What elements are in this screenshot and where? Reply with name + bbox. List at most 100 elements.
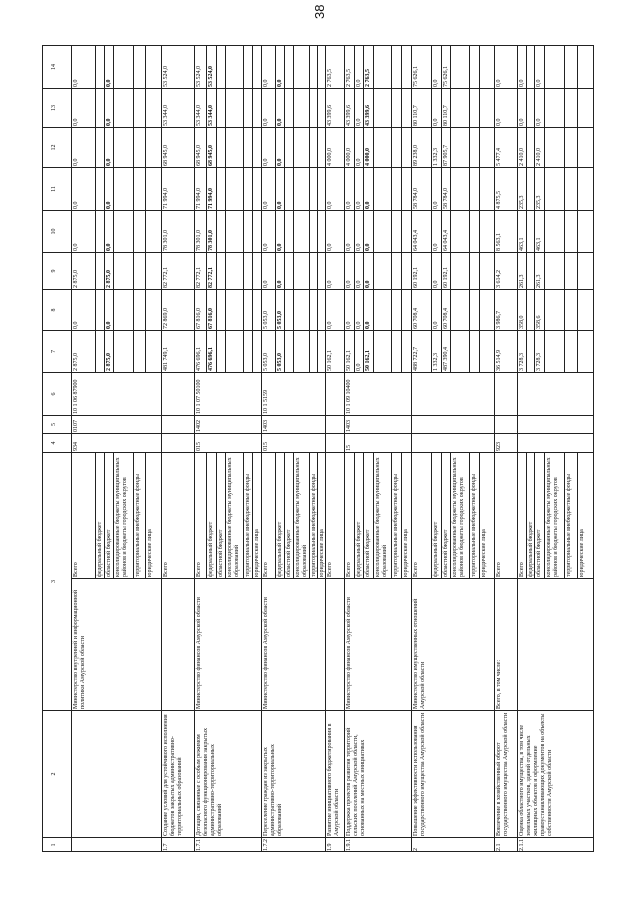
amount-cell [545, 45, 565, 88]
amount-cell: 0,0 [105, 289, 114, 330]
funding-source: консолидированные бюджеты муниципальных … [226, 452, 244, 578]
amount-cell: 235,3 [518, 167, 527, 210]
amount-cell: 4 000,0 [326, 127, 345, 167]
amount-cell: 53 524,0 [207, 45, 217, 88]
amount-cell [480, 127, 495, 167]
amount-cell [253, 210, 262, 252]
amount-cell [470, 252, 480, 289]
amount-cell [96, 127, 105, 167]
responsible-executor [326, 578, 345, 710]
funding-source: Всего [412, 452, 432, 578]
amount-cell: 71 994,0 [207, 167, 217, 210]
amount-cell [294, 330, 310, 372]
amount-cell [114, 167, 134, 210]
amount-cell: 2 410,0 [518, 127, 527, 167]
amount-cell [134, 330, 146, 372]
amount-cell [578, 167, 594, 210]
page-number: 38 [312, 4, 327, 19]
amount-cell: 5 053,0 [276, 289, 285, 330]
amount-cell: 53 524,0 [195, 45, 207, 88]
amount-cell [578, 210, 594, 252]
amount-cell [318, 289, 326, 330]
amount-cell [392, 88, 402, 127]
amount-cell [480, 210, 495, 252]
amount-cell [565, 45, 578, 88]
amount-cell [318, 330, 326, 372]
amount-cell: 50 162,1 [364, 330, 374, 372]
amount-cell: 3 728,3 [518, 330, 527, 372]
responsible-executor: Министерство финансов Амурской области [195, 578, 262, 710]
row-number [72, 837, 162, 852]
amount-cell: 75 626,1 [412, 45, 432, 88]
amount-cell: 2 763,5 [345, 45, 355, 88]
amount-cell: 67 816,0 [195, 289, 207, 330]
amount-cell [146, 289, 162, 330]
row-number: 1.9 [326, 837, 345, 852]
amount-cell [134, 127, 146, 167]
amount-cell: 5 053,0 [262, 330, 276, 372]
amount-cell: 64 043,4 [412, 210, 432, 252]
amount-cell: 50 162,1 [345, 330, 355, 372]
amount-cell [226, 88, 244, 127]
amount-cell [480, 289, 495, 330]
amount-cell [134, 167, 146, 210]
amount-cell: 0,0 [276, 167, 285, 210]
amount-cell: 0,0 [105, 45, 114, 88]
amount-cell [285, 289, 294, 330]
amount-cell [217, 45, 226, 88]
row-number: 1.7.2 [262, 837, 326, 852]
amount-cell: 0,0 [355, 289, 364, 330]
amount-cell [578, 127, 594, 167]
funding-source: консолидированные бюджеты муниципальных … [545, 452, 565, 578]
amount-cell: 0,0 [326, 289, 345, 330]
amount-cell: 0,0 [364, 289, 374, 330]
funding-source: областной бюджет [105, 452, 114, 578]
amount-cell: 0,0 [262, 167, 276, 210]
amount-cell [114, 88, 134, 127]
amount-cell: 0,0 [345, 210, 355, 252]
amount-cell: 3 728,3 [535, 330, 545, 372]
amount-cell: 80 110,7 [442, 88, 451, 127]
amount-cell: 43 399,6 [364, 88, 374, 127]
amount-cell [294, 252, 310, 289]
amount-cell: 0,0 [276, 252, 285, 289]
funding-source: федеральный бюджет [527, 452, 535, 578]
amount-cell: 71 994,0 [162, 167, 195, 210]
rzpr-code: 1403 [262, 415, 326, 433]
amount-cell [217, 127, 226, 167]
amount-cell: 0,0 [262, 45, 276, 88]
amount-cell: 235,3 [535, 167, 545, 210]
amount-cell [226, 210, 244, 252]
csr-code [162, 372, 195, 415]
amount-cell [578, 330, 594, 372]
amount-cell: 0,0 [262, 88, 276, 127]
amount-cell [285, 127, 294, 167]
amount-cell [134, 289, 146, 330]
funding-source: территориальные внебюджетные фонды [310, 452, 318, 578]
amount-cell [244, 45, 253, 88]
amount-cell: 67 816,0 [207, 289, 217, 330]
amount-cell [146, 252, 162, 289]
amount-cell [244, 167, 253, 210]
amount-cell [480, 167, 495, 210]
grbs-code: 923 [495, 433, 518, 452]
amount-cell: 82 772,1 [195, 252, 207, 289]
amount-cell: 0,0 [72, 210, 96, 252]
grbs-code [412, 433, 495, 452]
amount-cell: 0,0 [105, 210, 114, 252]
amount-cell: 487 390,4 [442, 330, 451, 372]
amount-cell: 0,0 [355, 167, 364, 210]
csr-code [495, 372, 518, 415]
amount-cell [146, 88, 162, 127]
amount-cell: 58 784,0 [442, 167, 451, 210]
amount-cell [285, 210, 294, 252]
amount-cell [96, 252, 105, 289]
amount-cell [470, 330, 480, 372]
amount-cell: 5 477,4 [495, 127, 518, 167]
amount-cell: 82 772,1 [162, 252, 195, 289]
funding-source: территориальные внебюджетные фонды [134, 452, 146, 578]
amount-cell: 0,0 [72, 45, 96, 88]
amount-cell: 53 344,0 [207, 88, 217, 127]
amount-cell: 0,0 [355, 252, 364, 289]
amount-cell [451, 167, 470, 210]
